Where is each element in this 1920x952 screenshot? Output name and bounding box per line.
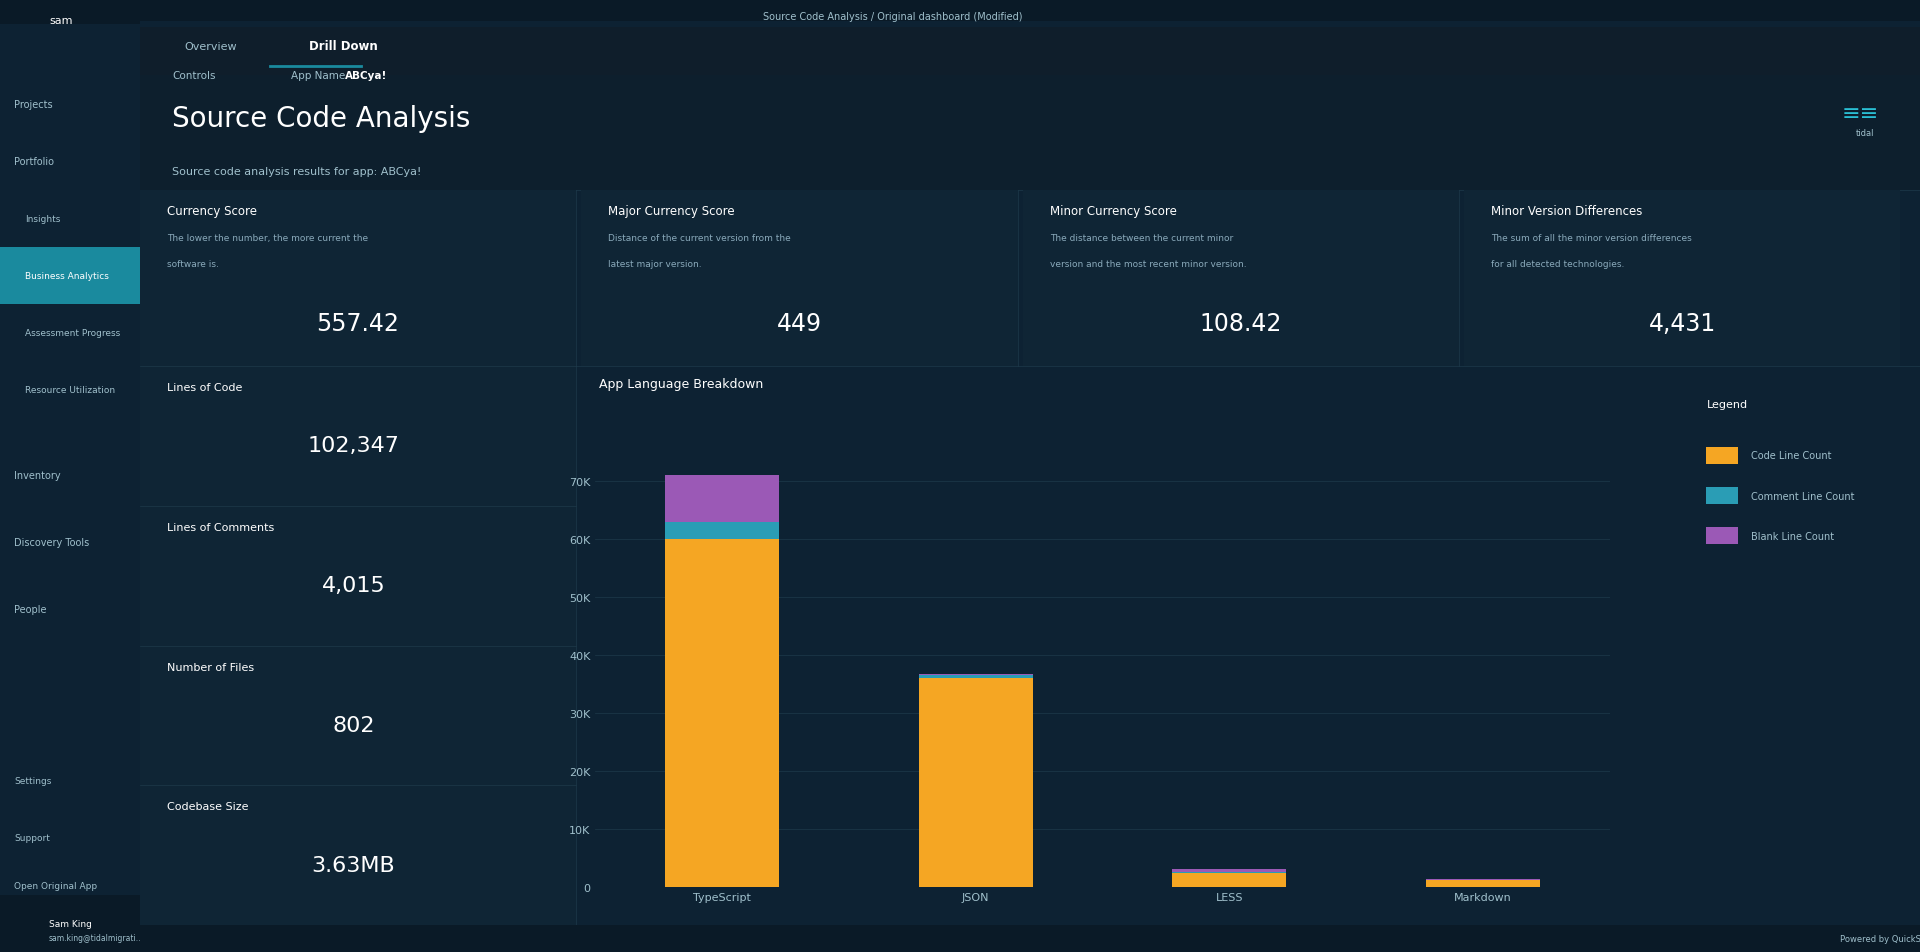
Text: Resource Utilization: Resource Utilization bbox=[25, 386, 115, 395]
Text: Major Currency Score: Major Currency Score bbox=[609, 205, 735, 218]
Text: Number of Files: Number of Files bbox=[167, 662, 253, 672]
Text: software is.: software is. bbox=[167, 260, 219, 269]
Text: Distance of the current version from the: Distance of the current version from the bbox=[609, 233, 791, 243]
Text: Blank Line Count: Blank Line Count bbox=[1751, 531, 1834, 541]
Text: Lines of Code: Lines of Code bbox=[167, 383, 242, 392]
Text: Controls: Controls bbox=[173, 71, 215, 81]
Text: Inventory: Inventory bbox=[13, 471, 61, 481]
Bar bbox=[140, 28, 1920, 66]
Bar bbox=[140, 785, 576, 925]
Text: Sam King: Sam King bbox=[50, 919, 92, 928]
Text: 802: 802 bbox=[332, 715, 374, 735]
Bar bbox=[140, 367, 576, 506]
Bar bbox=[140, 190, 576, 367]
Bar bbox=[140, 506, 576, 645]
Text: Code Line Count: Code Line Count bbox=[1751, 451, 1832, 461]
Text: Settings: Settings bbox=[13, 776, 52, 785]
Bar bbox=[918, 676, 1033, 679]
Bar bbox=[664, 476, 780, 523]
Text: Portfolio: Portfolio bbox=[13, 157, 54, 167]
Bar bbox=[1707, 447, 1738, 465]
Text: The lower the number, the more current the: The lower the number, the more current t… bbox=[167, 233, 369, 243]
Text: for all detected technologies.: for all detected technologies. bbox=[1492, 260, 1624, 269]
Text: latest major version.: latest major version. bbox=[609, 260, 703, 269]
Text: 557.42: 557.42 bbox=[317, 311, 399, 336]
Text: version and the most recent minor version.: version and the most recent minor versio… bbox=[1050, 260, 1246, 269]
Text: sam: sam bbox=[50, 16, 73, 26]
Text: Assessment Progress: Assessment Progress bbox=[25, 328, 121, 338]
Text: Powered by QuickSight: Powered by QuickSight bbox=[1839, 934, 1920, 943]
Text: ≡≡: ≡≡ bbox=[1841, 105, 1880, 124]
Bar bbox=[1465, 190, 1901, 367]
Bar bbox=[140, 0, 1920, 22]
Bar bbox=[1173, 869, 1286, 872]
Text: Comment Line Count: Comment Line Count bbox=[1751, 491, 1855, 501]
Text: Discovery Tools: Discovery Tools bbox=[13, 538, 88, 547]
Text: Source Code Analysis: Source Code Analysis bbox=[173, 105, 470, 133]
Text: Projects: Projects bbox=[13, 100, 52, 109]
Text: 102,347: 102,347 bbox=[307, 436, 399, 456]
Bar bbox=[1707, 527, 1738, 545]
Text: sam.king@tidalmigrati...: sam.king@tidalmigrati... bbox=[50, 934, 144, 942]
Bar bbox=[0, 0, 140, 25]
Bar bbox=[664, 540, 780, 887]
Bar bbox=[140, 76, 1920, 152]
Bar bbox=[664, 523, 780, 540]
Text: Codebase Size: Codebase Size bbox=[167, 802, 248, 811]
Text: App Language Breakdown: App Language Breakdown bbox=[599, 377, 764, 390]
Text: 108.42: 108.42 bbox=[1200, 311, 1283, 336]
Bar bbox=[1023, 190, 1459, 367]
Text: The distance between the current minor: The distance between the current minor bbox=[1050, 233, 1233, 243]
Text: 4,431: 4,431 bbox=[1649, 311, 1716, 336]
Text: ABCya!: ABCya! bbox=[346, 71, 388, 81]
Text: 4,015: 4,015 bbox=[323, 576, 386, 596]
Text: People: People bbox=[13, 605, 46, 614]
Text: Open Original App: Open Original App bbox=[13, 881, 98, 890]
Text: Minor Version Differences: Minor Version Differences bbox=[1492, 205, 1642, 218]
Bar bbox=[140, 925, 1920, 952]
Bar bbox=[918, 675, 1033, 676]
Text: Currency Score: Currency Score bbox=[167, 205, 257, 218]
Bar bbox=[140, 152, 1920, 190]
Text: Legend: Legend bbox=[1707, 400, 1747, 409]
Text: Minor Currency Score: Minor Currency Score bbox=[1050, 205, 1177, 218]
Bar bbox=[1707, 487, 1738, 505]
Text: Lines of Comments: Lines of Comments bbox=[167, 523, 275, 532]
Text: Insights: Insights bbox=[25, 214, 61, 224]
Text: The sum of all the minor version differences: The sum of all the minor version differe… bbox=[1492, 233, 1692, 243]
Text: Drill Down: Drill Down bbox=[309, 40, 378, 53]
Text: 449: 449 bbox=[778, 311, 822, 336]
Bar bbox=[0, 895, 140, 952]
Text: tidal: tidal bbox=[1857, 129, 1874, 138]
Bar bbox=[1427, 881, 1540, 887]
Bar bbox=[0, 248, 140, 305]
Text: Overview: Overview bbox=[184, 42, 238, 51]
Text: Business Analytics: Business Analytics bbox=[25, 271, 109, 281]
Bar bbox=[140, 57, 1920, 95]
Bar bbox=[1173, 873, 1286, 887]
Text: Support: Support bbox=[13, 833, 50, 843]
Bar bbox=[918, 679, 1033, 887]
Bar bbox=[582, 190, 1018, 367]
Text: App Name: App Name bbox=[292, 71, 346, 81]
Text: Source Code Analysis / Original dashboard (Modified): Source Code Analysis / Original dashboar… bbox=[762, 12, 1023, 22]
Text: Source code analysis results for app: ABCya!: Source code analysis results for app: AB… bbox=[173, 167, 420, 176]
Bar bbox=[140, 645, 576, 785]
Text: 3.63MB: 3.63MB bbox=[311, 855, 396, 875]
